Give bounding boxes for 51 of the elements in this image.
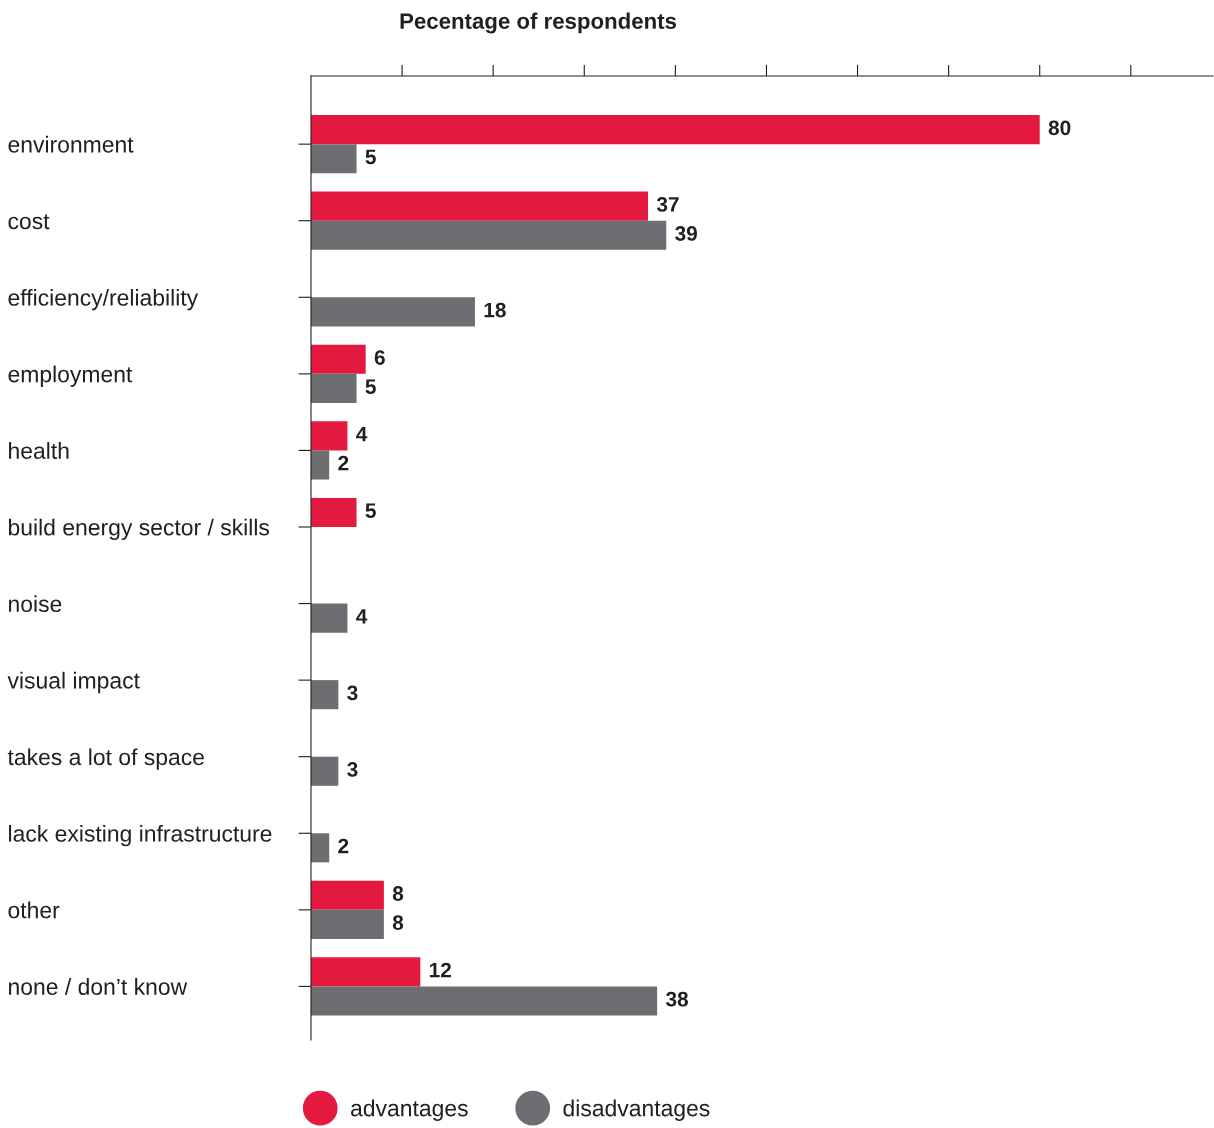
legend-label: disadvantages [563, 1099, 710, 1121]
bar [311, 421, 348, 451]
data-label: 8 [392, 886, 404, 901]
y-tick-label: none / don’t know [9, 978, 188, 995]
data-label: 4 [356, 609, 368, 624]
data-label: 2 [338, 838, 349, 854]
data-label: 2 [338, 455, 349, 471]
bar [311, 373, 357, 403]
data-label: 3 [347, 762, 358, 777]
bar [311, 986, 658, 1016]
y-tick-label: cost [8, 214, 50, 230]
y-tick-label: efficiency/reliability [8, 288, 199, 311]
bar [311, 297, 475, 327]
data-label: 6 [374, 350, 385, 365]
data-label: 5 [365, 379, 376, 394]
bar [311, 497, 357, 527]
bar [311, 880, 384, 910]
data-label: 4 [356, 426, 368, 442]
data-label: 3 [347, 685, 358, 701]
bar [311, 144, 357, 174]
data-label: 8 [392, 915, 404, 930]
y-tick-label: takes a lot of space [7, 748, 204, 770]
bar [311, 220, 667, 250]
bar [311, 833, 330, 863]
y-tick-label: noise [9, 595, 62, 613]
bar [311, 191, 649, 221]
data-label: 5 [365, 503, 376, 519]
y-tick-label: lack existing infrastructure [9, 824, 272, 847]
legend-label: advantages [351, 1099, 468, 1121]
bar [311, 450, 330, 480]
bar [311, 909, 384, 939]
y-tick-label: employment [8, 365, 133, 387]
y-tick-label: other [8, 901, 60, 919]
bar [311, 115, 1040, 145]
bar [311, 957, 421, 987]
data-label: 80 [1048, 120, 1071, 136]
bar [311, 344, 366, 374]
y-tick-label: environment [8, 135, 134, 153]
bar [311, 603, 348, 633]
data-label: 18 [484, 302, 506, 318]
data-label: 38 [665, 991, 689, 1007]
data-label: 12 [429, 962, 451, 978]
y-tick-label: build energy sector / skills [8, 518, 270, 541]
data-label: 39 [675, 226, 697, 241]
bar [311, 680, 339, 710]
y-tick-label: health [9, 442, 69, 459]
y-tick-label: visual impact [7, 671, 140, 694]
data-label: 5 [365, 149, 376, 165]
data-label: 37 [656, 197, 679, 212]
bar [311, 756, 339, 786]
chart-title: Pecentage of respondents [400, 12, 677, 34]
